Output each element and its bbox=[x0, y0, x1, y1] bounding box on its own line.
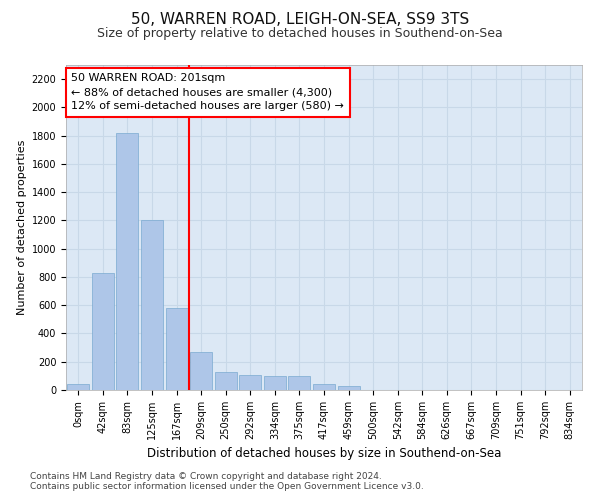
Text: Contains HM Land Registry data © Crown copyright and database right 2024.: Contains HM Land Registry data © Crown c… bbox=[30, 472, 382, 481]
Bar bbox=[264, 376, 286, 390]
Bar bbox=[116, 133, 139, 390]
Text: Size of property relative to detached houses in Southend-on-Sea: Size of property relative to detached ho… bbox=[97, 28, 503, 40]
Bar bbox=[289, 376, 310, 390]
Bar bbox=[141, 220, 163, 390]
Bar bbox=[338, 386, 359, 390]
Bar bbox=[190, 352, 212, 390]
Bar bbox=[313, 384, 335, 390]
Text: 50, WARREN ROAD, LEIGH-ON-SEA, SS9 3TS: 50, WARREN ROAD, LEIGH-ON-SEA, SS9 3TS bbox=[131, 12, 469, 28]
Bar bbox=[215, 372, 237, 390]
X-axis label: Distribution of detached houses by size in Southend-on-Sea: Distribution of detached houses by size … bbox=[147, 448, 501, 460]
Text: Contains public sector information licensed under the Open Government Licence v3: Contains public sector information licen… bbox=[30, 482, 424, 491]
Bar bbox=[166, 308, 188, 390]
Bar bbox=[67, 384, 89, 390]
Bar bbox=[92, 272, 114, 390]
Y-axis label: Number of detached properties: Number of detached properties bbox=[17, 140, 28, 315]
Bar bbox=[239, 375, 262, 390]
Text: 50 WARREN ROAD: 201sqm
← 88% of detached houses are smaller (4,300)
12% of semi-: 50 WARREN ROAD: 201sqm ← 88% of detached… bbox=[71, 73, 344, 111]
